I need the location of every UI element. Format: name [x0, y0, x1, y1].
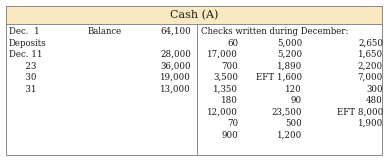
- Text: 1,900: 1,900: [358, 119, 383, 128]
- Text: Deposits: Deposits: [9, 38, 47, 47]
- Text: 2,200: 2,200: [358, 62, 383, 71]
- Bar: [6, 6, 382, 24]
- Text: Checks written during December:: Checks written during December:: [201, 27, 348, 36]
- Text: 36,000: 36,000: [160, 62, 191, 71]
- Text: 1,200: 1,200: [277, 131, 302, 139]
- Text: EFT 8,000: EFT 8,000: [337, 108, 383, 117]
- Text: 64,100: 64,100: [160, 27, 191, 36]
- Text: 12,000: 12,000: [207, 108, 238, 117]
- Text: 31: 31: [9, 85, 36, 94]
- Text: 23: 23: [9, 62, 36, 71]
- Text: 60: 60: [227, 38, 238, 47]
- Text: 30: 30: [9, 73, 36, 82]
- Text: 1,350: 1,350: [213, 85, 238, 94]
- Text: 900: 900: [221, 131, 238, 139]
- Text: 180: 180: [221, 96, 238, 105]
- Text: 700: 700: [221, 62, 238, 71]
- Text: 19,000: 19,000: [160, 73, 191, 82]
- Text: 70: 70: [227, 119, 238, 128]
- Text: 5,200: 5,200: [277, 50, 302, 59]
- Text: 17,000: 17,000: [207, 50, 238, 59]
- Text: 90: 90: [291, 96, 302, 105]
- Text: 480: 480: [366, 96, 383, 105]
- Text: 28,000: 28,000: [160, 50, 191, 59]
- Text: Cash (A): Cash (A): [170, 10, 218, 20]
- Text: 500: 500: [285, 119, 302, 128]
- Text: Dec.  1: Dec. 1: [9, 27, 40, 36]
- Text: 7,000: 7,000: [358, 73, 383, 82]
- Text: 23,500: 23,500: [272, 108, 302, 117]
- Text: 120: 120: [285, 85, 302, 94]
- Text: 5,000: 5,000: [277, 38, 302, 47]
- Text: Balance: Balance: [88, 27, 122, 36]
- Text: Dec. 11: Dec. 11: [9, 50, 43, 59]
- Text: 1,890: 1,890: [277, 62, 302, 71]
- Text: EFT 1,600: EFT 1,600: [256, 73, 302, 82]
- Text: 13,000: 13,000: [160, 85, 191, 94]
- Text: 300: 300: [366, 85, 383, 94]
- Text: 1,650: 1,650: [358, 50, 383, 59]
- Text: 3,500: 3,500: [213, 73, 238, 82]
- Text: 2,650: 2,650: [358, 38, 383, 47]
